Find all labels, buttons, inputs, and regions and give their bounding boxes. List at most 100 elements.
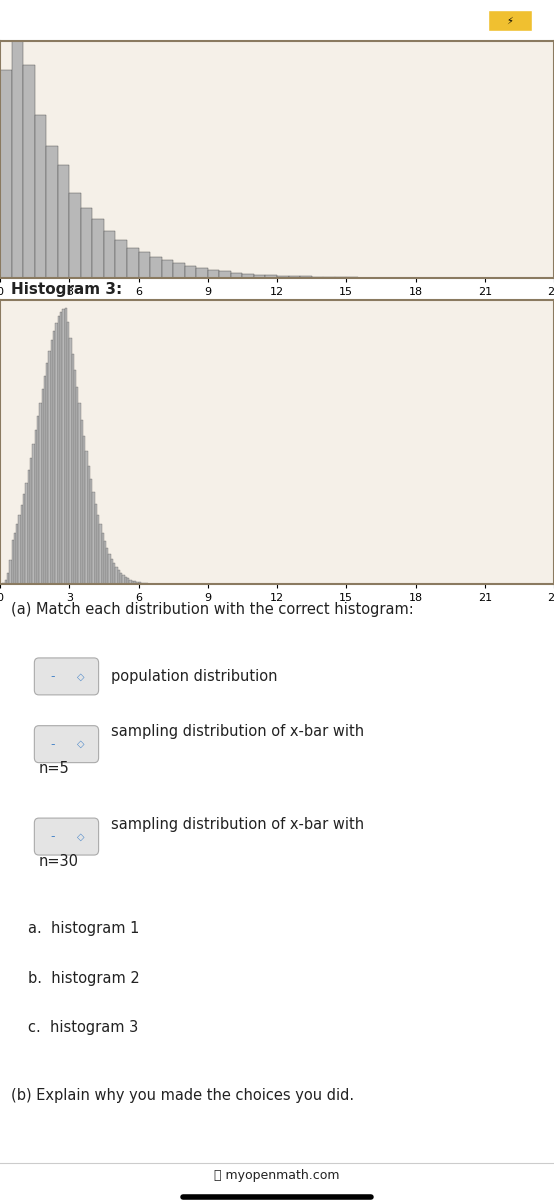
Bar (9, 560, 12, 584)
Bar (81, 420, 83, 584)
Text: 🔒 myopenmath.com: 🔒 myopenmath.com (214, 1169, 340, 1182)
Text: ▶: ▶ (94, 16, 102, 25)
Bar (12, 37, 23, 278)
Text: -: - (50, 670, 55, 683)
Bar (323, 277, 335, 278)
Text: sampling distribution of x-bar with: sampling distribution of x-bar with (111, 817, 364, 832)
Bar (173, 263, 184, 278)
Bar (136, 582, 138, 584)
Text: Histogram 3:: Histogram 3: (11, 282, 122, 296)
FancyBboxPatch shape (34, 658, 99, 695)
FancyBboxPatch shape (34, 726, 99, 763)
Bar (120, 572, 122, 584)
Bar (0, 70, 12, 278)
Bar (122, 575, 125, 584)
Bar (90, 479, 93, 584)
Bar (115, 240, 127, 278)
Bar (25, 482, 28, 584)
Bar (118, 570, 120, 584)
Text: sampling distribution of x-bar with: sampling distribution of x-bar with (111, 725, 364, 739)
Bar (16, 524, 18, 584)
Bar (30, 457, 32, 584)
Bar (65, 308, 67, 584)
Bar (289, 276, 300, 278)
Bar (104, 230, 115, 278)
Bar (76, 386, 79, 584)
Text: n=30: n=30 (39, 853, 79, 869)
Bar (46, 362, 49, 584)
Bar (88, 466, 90, 584)
Bar (71, 354, 74, 584)
Bar (46, 145, 58, 278)
Bar (69, 337, 71, 584)
Bar (127, 247, 138, 278)
Bar (109, 553, 111, 584)
Bar (127, 578, 129, 584)
Bar (14, 533, 16, 584)
Text: -: - (50, 830, 55, 844)
Bar (81, 209, 93, 278)
Bar (32, 444, 35, 584)
Bar (141, 583, 143, 584)
Bar (74, 370, 76, 584)
Bar (58, 164, 69, 278)
Bar (134, 581, 136, 584)
Text: b.  histogram 2: b. histogram 2 (28, 971, 140, 985)
Text: ◇: ◇ (76, 672, 84, 682)
Bar (37, 416, 39, 584)
Bar (132, 581, 134, 584)
Bar (7, 572, 9, 584)
Bar (231, 272, 242, 278)
Text: population distribution: population distribution (111, 668, 278, 684)
Bar (113, 563, 115, 584)
Bar (34, 115, 46, 278)
Bar (23, 65, 34, 278)
Bar (23, 494, 25, 584)
Bar (83, 436, 85, 584)
Bar (18, 515, 21, 584)
Bar (106, 547, 109, 584)
Bar (104, 541, 106, 584)
Bar (111, 559, 113, 584)
Bar (53, 331, 55, 584)
Bar (219, 271, 231, 278)
Bar (85, 451, 88, 584)
Bar (49, 352, 51, 584)
Bar (12, 540, 14, 584)
Text: ⚡: ⚡ (506, 16, 513, 25)
Bar (254, 275, 265, 278)
Bar (44, 376, 46, 584)
Bar (277, 276, 289, 278)
Bar (34, 431, 37, 584)
Bar (115, 566, 117, 584)
Bar (243, 274, 254, 278)
Text: c.  histogram 3: c. histogram 3 (28, 1020, 138, 1036)
Text: -: - (50, 738, 55, 751)
Bar (150, 257, 162, 278)
Bar (93, 220, 104, 278)
Bar (311, 277, 323, 278)
Bar (99, 524, 101, 584)
Bar (28, 470, 30, 584)
Text: 4:14: 4:14 (28, 12, 73, 30)
Text: (b) Explain why you made the choices you did.: (b) Explain why you made the choices you… (11, 1087, 354, 1103)
Bar (4, 580, 7, 584)
Text: (a) Match each distribution with the correct histogram:: (a) Match each distribution with the cor… (11, 602, 414, 618)
Text: n=5: n=5 (39, 761, 70, 776)
Bar (162, 260, 173, 278)
Bar (60, 312, 62, 584)
Bar (196, 268, 208, 278)
Bar (51, 341, 53, 584)
Bar (55, 323, 58, 584)
FancyBboxPatch shape (488, 11, 532, 31)
Bar (138, 252, 150, 278)
Bar (62, 308, 65, 584)
Text: a.  histogram 1: a. histogram 1 (28, 922, 139, 936)
Bar (39, 402, 42, 584)
Bar (208, 270, 219, 278)
Bar (95, 504, 97, 584)
Bar (184, 265, 196, 278)
Bar (42, 389, 44, 584)
Bar (265, 275, 277, 278)
Bar (93, 492, 95, 584)
